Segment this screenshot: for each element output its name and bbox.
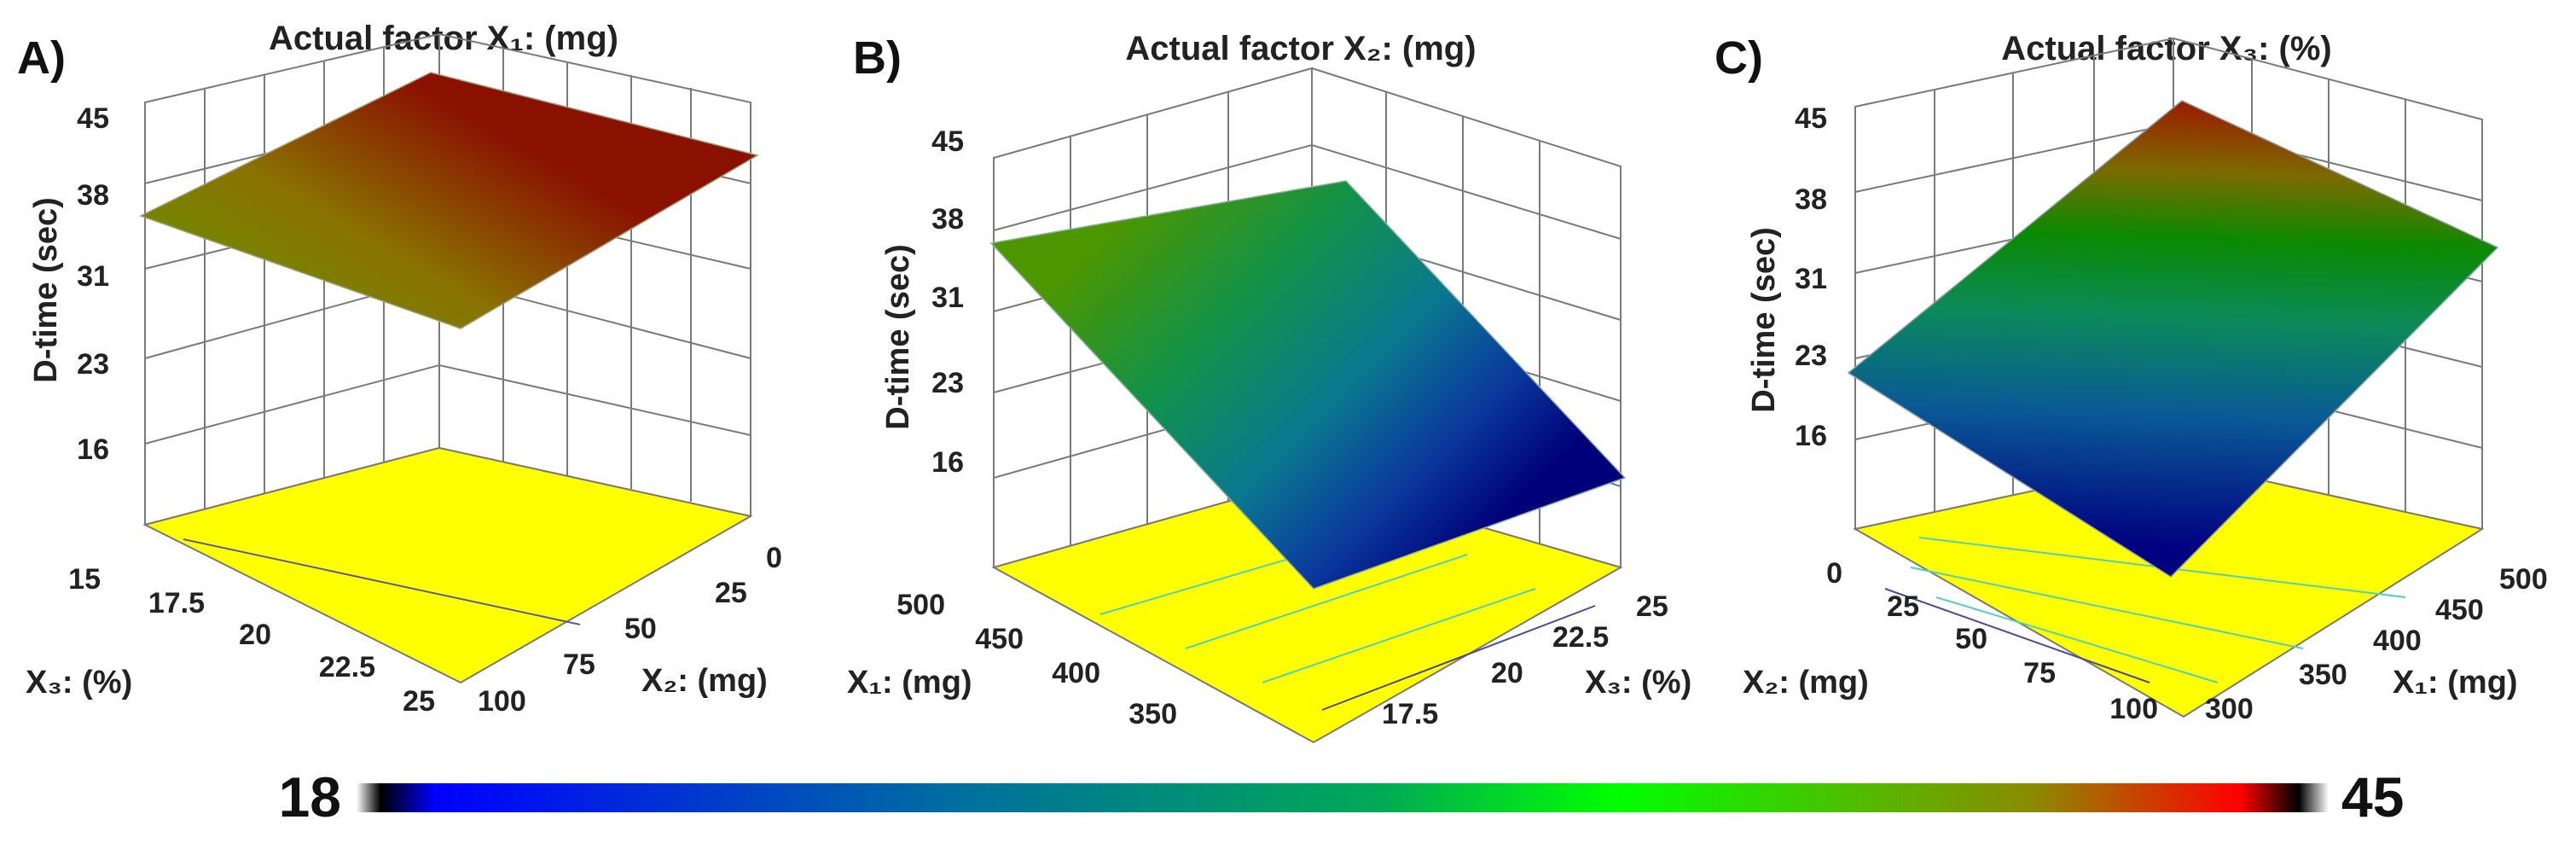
panel-c-z-tick: 16 [1795,420,1827,452]
panel-b-z-tick: 23 [931,367,964,399]
panel-b-x-tick: 500 [896,589,945,621]
panel-b-title: Actual factor X₂: (mg) [1125,30,1476,67]
panel-a-x-axis-label: X₂: (mg) [641,663,768,699]
panel-a-z-tick: 16 [77,433,109,466]
panel-b-z-tick: 45 [931,125,964,158]
panel-c: C) Actual factor X₃: (%) 45 38 31 23 16 … [1714,30,2548,725]
panel-c-x-tick: 300 [2205,693,2254,725]
panel-b-y-axis-label: X₃: (%) [1585,665,1691,701]
panel-a-y-tick: 20 [239,619,271,651]
panel-b-x-tick: 400 [1052,657,1100,689]
panel-c-y-tick: 0 [1826,557,1842,590]
panel-a-surface [139,72,759,329]
panel-b-contour-floor [991,476,1623,744]
panel-c-y-tick: 75 [2023,657,2056,689]
panel-a-y-tick: 22.5 [319,651,375,683]
panel-c-contour-lines-dark [1884,588,2150,683]
panel-b-z-tick: 31 [931,282,964,314]
panel-b-y-tick: 17.5 [1382,698,1438,730]
panel-b-y-tick: 22.5 [1552,621,1609,654]
panel-c-z-tick: 45 [1795,102,1827,135]
panel-b-surface [989,180,1627,590]
panel-c-y-tick: 25 [1887,590,1919,623]
panel-c-x-tick: 500 [2499,563,2548,596]
panel-b-x-tick: 350 [1128,698,1177,730]
colorbar: 18 45 [279,765,2405,828]
panel-b: B) Actual factor X₂: (mg) 45 38 31 23 16… [847,30,1691,744]
panel-b-label: B) [853,32,902,84]
panel-a-x-tick: 75 [563,648,595,681]
panel-b-y-tick: 20 [1491,657,1523,689]
panel-c-x-tick: 350 [2299,659,2347,691]
panel-c-x-tick: 450 [2435,594,2484,626]
panel-b-contour-lines-dark [1321,605,1596,711]
panel-c-x-axis-label: X₁: (mg) [2393,665,2518,701]
panel-c-z-tick: 31 [1795,263,1827,295]
panel-b-z-axis-label: D-time (sec) [880,244,916,430]
panel-c-z-axis-label: D-time (sec) [1746,227,1782,413]
panel-c-z-tick: 38 [1795,183,1827,216]
panel-c-surface [1847,100,2499,578]
panel-a-y-tick: 15 [68,563,101,596]
colorbar-min-label: 18 [279,765,341,828]
panel-c-y-tick: 50 [1955,623,1987,655]
panel-c-title: Actual factor X₃: (%) [2001,30,2331,67]
panel-c-label: C) [1714,32,1763,84]
panel-a-contour-line [183,538,581,625]
panel-b-y-tick: 25 [1636,590,1668,623]
panel-b-z-tick: 38 [931,203,964,235]
panel-c-y-tick: 100 [2109,693,2158,725]
panel-a-z-tick: 23 [77,348,109,381]
panel-a-x-tick: 25 [715,577,747,609]
panel-a-z-tick: 31 [77,260,109,293]
panel-b-x-axis-label: X₁: (mg) [847,665,972,701]
colorbar-max-label: 45 [2341,765,2404,828]
panel-c-z-tick: 23 [1795,340,1827,372]
panel-a-x-tick: 0 [766,542,782,574]
panel-a-title: Actual factor X₁: (mg) [269,20,618,57]
panel-a: A) Actual factor X₁: (mg) 45 38 31 23 16… [17,20,782,718]
panel-a-x-tick: 100 [478,685,526,718]
panel-a-z-tick: 38 [77,179,109,212]
colorbar-gradient [357,783,2329,812]
panel-a-z-tick: 45 [77,102,109,135]
panel-a-label: A) [17,32,66,84]
panel-a-y-tick: 17.5 [148,587,205,619]
panel-b-z-tick: 16 [931,446,964,479]
panel-a-z-axis-label: D-time (sec) [28,197,64,383]
panel-a-contour-floor [142,446,753,684]
panel-a-y-axis-label: X₃: (%) [26,665,132,701]
panel-a-x-tick: 50 [624,613,657,645]
panel-b-x-tick: 450 [975,623,1024,655]
panel-c-x-tick: 400 [2373,625,2422,657]
panel-c-y-axis-label: X₂: (mg) [1743,665,1869,701]
panel-a-y-tick: 25 [403,685,435,718]
